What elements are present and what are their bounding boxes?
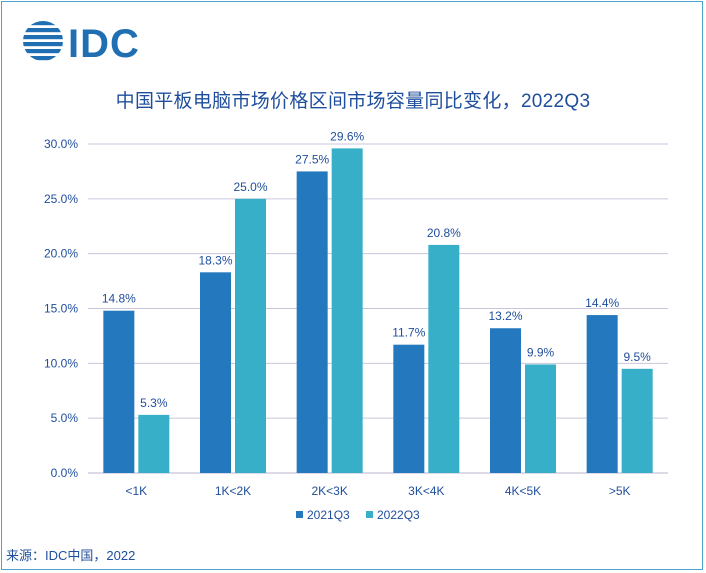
x-tick-label: 3K<4K bbox=[408, 484, 444, 498]
data-label: 9.9% bbox=[527, 345, 555, 359]
bar-2022q3 bbox=[331, 148, 363, 474]
data-label: 5.3% bbox=[140, 396, 168, 410]
bar-2022q3 bbox=[235, 198, 266, 474]
data-label: 9.5% bbox=[623, 350, 651, 364]
bar-2021q3 bbox=[200, 272, 231, 473]
x-tick-label: <1K bbox=[125, 484, 147, 498]
y-tick-label: 5.0% bbox=[51, 411, 79, 425]
x-tick-label: >5K bbox=[609, 484, 631, 498]
data-label: 13.2% bbox=[488, 309, 522, 323]
bar-2022q3 bbox=[428, 244, 460, 473]
data-label: 14.8% bbox=[102, 292, 136, 306]
x-tick-label: 1K<2K bbox=[215, 484, 251, 498]
y-tick-label: 30.0% bbox=[44, 137, 78, 151]
y-tick-label: 25.0% bbox=[44, 192, 78, 206]
data-label: 11.7% bbox=[392, 326, 425, 340]
x-tick-label: 4K<5K bbox=[505, 484, 541, 498]
y-tick-label: 0.0% bbox=[51, 466, 79, 480]
y-tick-label: 20.0% bbox=[44, 247, 78, 261]
data-label: 18.3% bbox=[198, 253, 232, 267]
x-tick-label: 2K<3K bbox=[311, 484, 347, 498]
bar-2021q3 bbox=[586, 315, 618, 473]
data-label: 29.6% bbox=[330, 129, 364, 143]
bar-2022q3 bbox=[525, 364, 556, 473]
data-label: 20.8% bbox=[427, 226, 461, 240]
legend-label: 2022Q3 bbox=[377, 508, 420, 522]
legend-label: 2021Q3 bbox=[307, 508, 350, 522]
legend-swatch bbox=[296, 511, 303, 518]
logo-text: IDC bbox=[68, 22, 140, 64]
y-tick-label: 10.0% bbox=[44, 356, 78, 370]
bar-2021q3 bbox=[490, 328, 521, 473]
y-tick-label: 15.0% bbox=[44, 302, 78, 316]
globe-icon bbox=[23, 21, 63, 61]
legend-swatch bbox=[366, 511, 373, 518]
source-note: 来源：IDC中国，2022 bbox=[6, 548, 136, 563]
bar-2022q3 bbox=[138, 414, 170, 473]
idc-logo: IDC bbox=[23, 21, 140, 64]
data-label: 27.5% bbox=[295, 152, 329, 166]
bar-2021q3 bbox=[296, 171, 328, 473]
data-label: 25.0% bbox=[233, 180, 267, 194]
bar-2022q3 bbox=[621, 368, 653, 473]
data-label: 14.4% bbox=[585, 296, 619, 310]
bar-2021q3 bbox=[103, 310, 135, 473]
chart-title: 中国平板电脑市场价格区间市场容量同比变化，2022Q3 bbox=[115, 91, 591, 112]
bar-2021q3 bbox=[393, 344, 425, 473]
